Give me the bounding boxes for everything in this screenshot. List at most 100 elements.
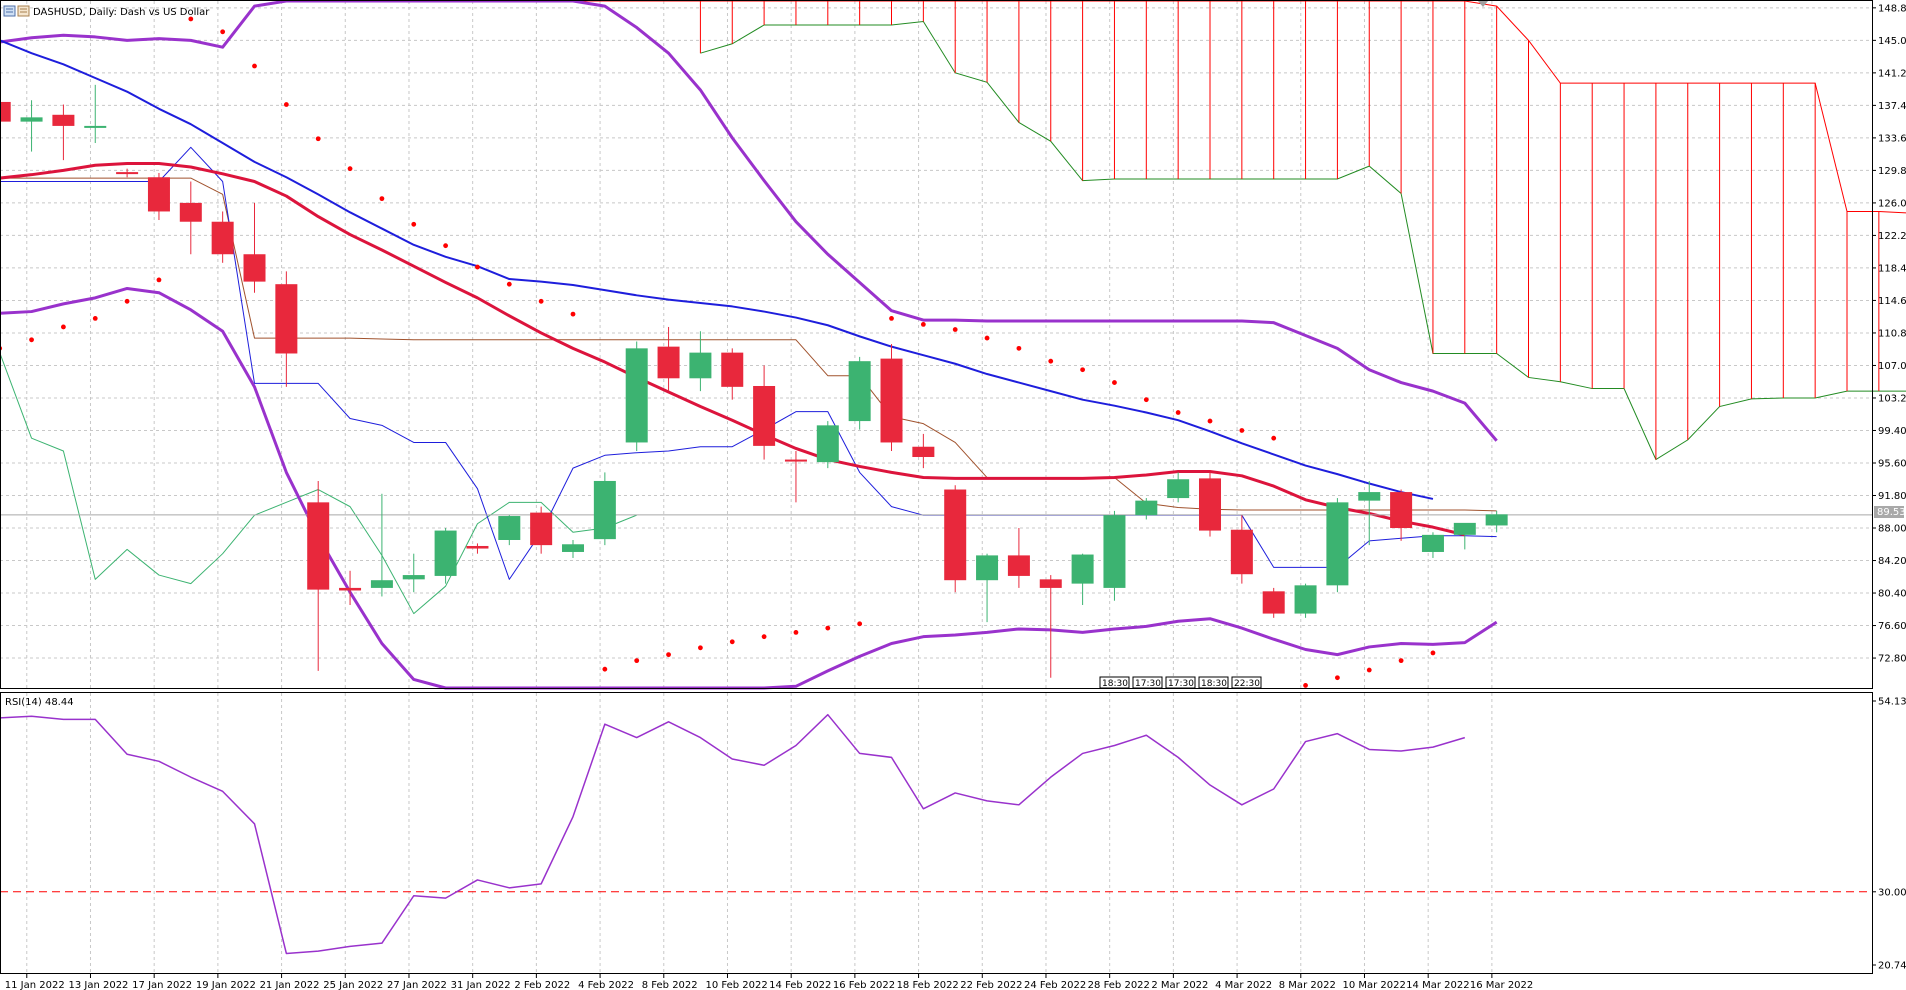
candle-bearish[interactable] <box>1230 515 1253 584</box>
candlesticks[interactable] <box>0 84 1508 678</box>
candle-bearish[interactable] <box>0 95 11 135</box>
sar-dot <box>1207 418 1213 424</box>
chart-shift-marker[interactable] <box>1478 1 1488 7</box>
candle-body <box>243 254 266 282</box>
sar-dot <box>666 652 671 658</box>
sar-dot <box>634 658 640 664</box>
candle-bearish[interactable] <box>1199 472 1222 537</box>
time-tick-label: 16 Feb 2022 <box>833 980 895 990</box>
rsi-panel-border <box>0 692 1873 974</box>
candle-bearish[interactable] <box>912 433 935 469</box>
candle-bullish[interactable] <box>816 421 839 469</box>
candle-bullish[interactable] <box>434 528 457 584</box>
candle-bullish[interactable] <box>848 356 871 430</box>
candle-bearish[interactable] <box>179 181 202 255</box>
candle-body <box>20 117 43 122</box>
candle-body <box>116 172 139 175</box>
candle-bearish[interactable] <box>530 506 553 554</box>
candle-bearish[interactable] <box>307 480 330 671</box>
candle-bearish[interactable] <box>116 168 139 178</box>
sar-dot <box>1080 367 1086 373</box>
candle-bearish[interactable] <box>243 202 266 293</box>
sar-dot <box>1239 428 1245 433</box>
candle-body <box>307 502 330 590</box>
candle-bullish[interactable] <box>625 341 648 452</box>
candle-bearish[interactable] <box>721 348 744 400</box>
candle-body <box>1071 554 1094 584</box>
candle-bearish[interactable] <box>339 570 362 606</box>
candle-body <box>976 555 999 581</box>
candle-bullish[interactable] <box>562 539 585 558</box>
candle-bearish[interactable] <box>1039 575 1062 678</box>
candle-body <box>52 114 75 126</box>
sar-dot <box>411 221 417 227</box>
time-tick-label: 13 Jan 2022 <box>68 980 128 990</box>
candle-bearish[interactable] <box>211 211 234 263</box>
candle-bearish[interactable] <box>52 104 75 161</box>
candle-bullish[interactable] <box>1167 472 1190 503</box>
sar-dot <box>920 321 926 327</box>
candle-bullish[interactable] <box>84 84 107 144</box>
price-tick-label: 91.80 <box>1878 491 1906 502</box>
header-icon[interactable] <box>3 5 16 17</box>
candle-bearish[interactable] <box>1262 587 1285 618</box>
time-tick-label: 16 Mar 2022 <box>1470 980 1533 990</box>
sar-dot <box>475 264 480 270</box>
candle-bearish[interactable] <box>147 172 170 221</box>
price-tick-label: 72.80 <box>1878 654 1906 665</box>
current-price-tag <box>1874 506 1904 518</box>
candle-bullish[interactable] <box>1326 498 1349 593</box>
sar-dot <box>889 316 894 321</box>
candle-body <box>1103 515 1126 588</box>
slow-moving-average <box>0 39 1434 500</box>
candle-bullish[interactable] <box>1453 522 1476 550</box>
candle-bullish[interactable] <box>1294 583 1317 618</box>
price-tick-label: 148.80 <box>1878 3 1906 14</box>
candle-bullish[interactable] <box>402 553 425 593</box>
candle-bullish[interactable] <box>1421 532 1444 558</box>
tenkan-sen-line <box>0 146 1497 580</box>
candle-body <box>753 385 776 446</box>
candle-bullish[interactable] <box>976 553 999 623</box>
sar-dot <box>729 639 735 645</box>
candle-body <box>434 530 457 576</box>
candle-bearish[interactable] <box>784 451 807 503</box>
time-tick-label: 31 Jan 2022 <box>451 980 511 990</box>
candle-bullish[interactable] <box>20 100 43 152</box>
candle-body <box>1007 555 1030 576</box>
candle-bearish[interactable] <box>944 485 967 593</box>
candle-bullish[interactable] <box>498 515 521 546</box>
candle-body <box>1262 591 1285 614</box>
price-tick-label: 129.80 <box>1878 166 1906 177</box>
kijun-sen-line <box>0 177 1497 512</box>
candle-bearish[interactable] <box>275 271 298 387</box>
price-tick-label: 107.00 <box>1878 361 1906 372</box>
header-icon-2[interactable] <box>17 5 30 17</box>
candle-bullish[interactable] <box>1485 510 1508 533</box>
candle-bullish[interactable] <box>1135 498 1158 520</box>
candle-bearish[interactable] <box>1390 489 1413 541</box>
candle-bullish[interactable] <box>370 493 393 597</box>
candle-bullish[interactable] <box>593 472 616 546</box>
time-box-label: 17:30 <box>1168 679 1194 689</box>
time-box-label: 18:30 <box>1102 679 1128 689</box>
candle-bullish[interactable] <box>689 331 712 392</box>
time-tick-label: 10 Mar 2022 <box>1342 980 1405 990</box>
candle-bearish[interactable] <box>657 326 680 392</box>
sar-dot <box>1335 675 1340 681</box>
candle-bullish[interactable] <box>1358 480 1381 546</box>
candle-bearish[interactable] <box>880 344 903 452</box>
candle-body <box>1294 585 1317 614</box>
sar-dot <box>443 243 449 249</box>
candle-bullish[interactable] <box>1103 510 1126 601</box>
candle-bullish[interactable] <box>1071 553 1094 606</box>
candle-bearish[interactable] <box>466 543 489 554</box>
sar-dot <box>283 102 289 107</box>
candle-bearish[interactable] <box>1007 528 1030 588</box>
price-tick-label: 110.80 <box>1878 328 1906 339</box>
candle-body <box>1485 514 1508 526</box>
time-tick-label: 14 Mar 2022 <box>1406 980 1469 990</box>
candle-bearish[interactable] <box>753 365 776 460</box>
candle-body <box>1326 502 1349 586</box>
